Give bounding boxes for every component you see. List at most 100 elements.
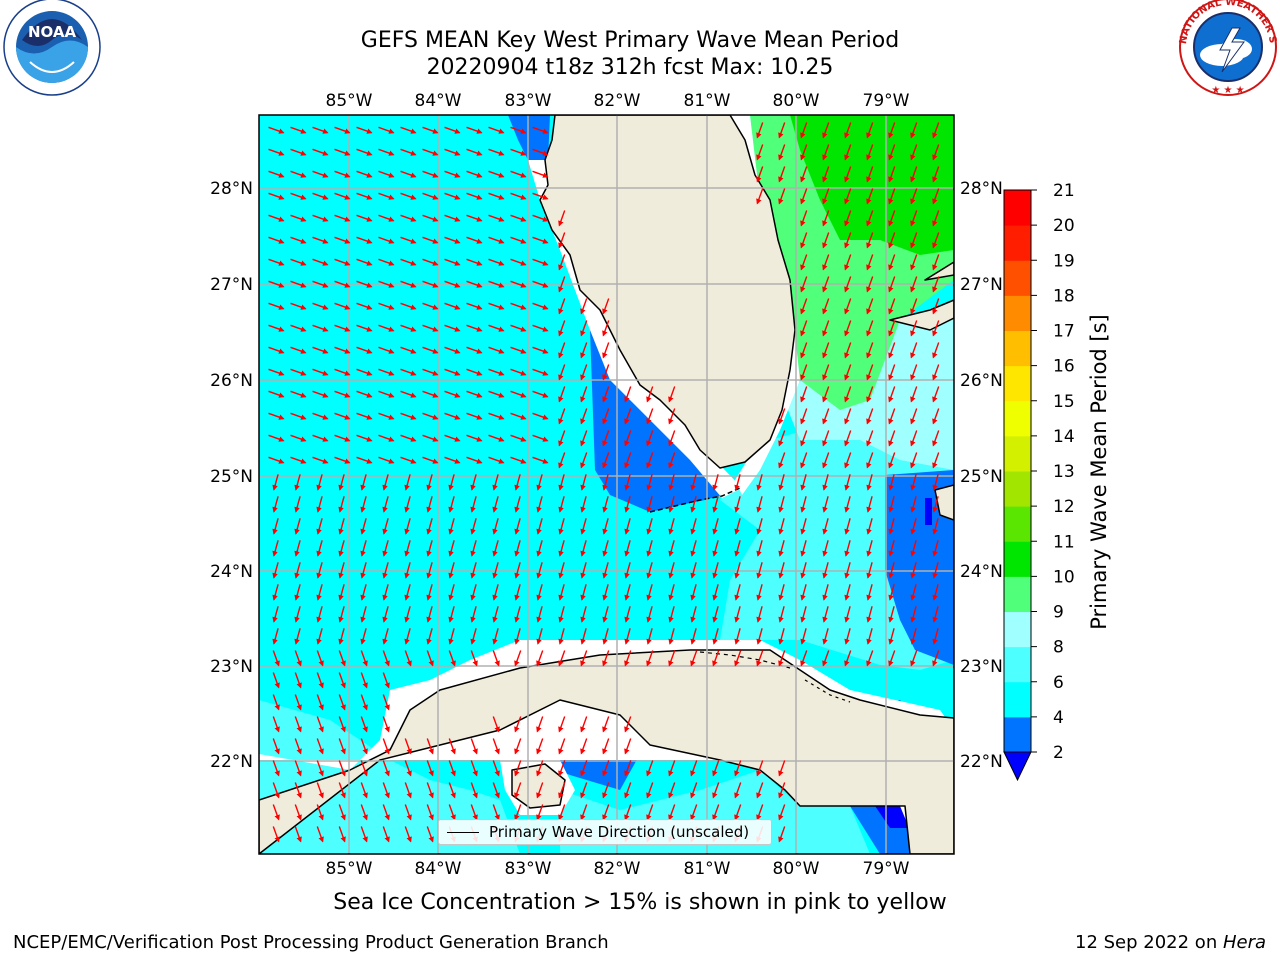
- wave-direction-arrow: [466, 214, 483, 222]
- colorbar-segment: [1004, 471, 1031, 507]
- wave-direction-arrow: [866, 628, 873, 645]
- wave-direction-arrow: [580, 584, 587, 601]
- wave-direction-arrow: [844, 496, 851, 513]
- wave-direction-arrow: [272, 562, 279, 579]
- wave-direction-arrow: [532, 368, 549, 376]
- wave-direction-arrow: [866, 188, 874, 205]
- wave-direction-arrow: [404, 606, 411, 623]
- wave-direction-arrow: [422, 170, 439, 178]
- wave-direction-arrow: [378, 126, 395, 134]
- wave-direction-arrow: [532, 302, 549, 310]
- wave-direction-arrow: [492, 650, 500, 667]
- wave-direction-arrow: [404, 540, 411, 557]
- colorbar-segment: [1004, 576, 1031, 612]
- wave-direction-arrow: [272, 782, 280, 799]
- wave-direction-arrow: [514, 804, 522, 821]
- wave-direction-arrow: [690, 782, 698, 799]
- lat-labels-right: 28°N 27°N 26°N 25°N 24°N 23°N 22°N: [960, 179, 1003, 772]
- wave-direction-arrow: [378, 148, 395, 156]
- wave-direction-arrow: [448, 760, 456, 777]
- wave-direction-arrow: [668, 496, 675, 513]
- wave-direction-arrow: [668, 518, 675, 535]
- colorbar-segment: [1004, 225, 1031, 261]
- wave-direction-arrow: [668, 408, 676, 425]
- wave-direction-arrow: [514, 562, 521, 579]
- wave-direction-arrow: [294, 650, 302, 667]
- wave-direction-arrow: [866, 518, 873, 535]
- wave-direction-arrow: [466, 412, 483, 420]
- wave-direction-arrow: [822, 584, 829, 601]
- wave-direction-arrow: [668, 584, 675, 601]
- wave-direction-arrow: [910, 342, 918, 359]
- wave-direction-arrow: [444, 412, 461, 420]
- wave-direction-arrow: [488, 456, 505, 464]
- chart-title: GEFS MEAN Key West Primary Wave Mean Per…: [360, 28, 900, 53]
- wave-direction-arrow: [404, 738, 412, 755]
- colorbar: 2 4 6 8 9 10 11 12 13 14 15 16 17 18 19 20 21: [1003, 181, 1075, 782]
- wave-direction-arrow: [510, 236, 527, 244]
- wave-direction-arrow: [466, 236, 483, 244]
- wave-direction-arrow: [756, 606, 763, 623]
- wave-direction-arrow: [400, 456, 417, 464]
- wave-direction-arrow: [822, 298, 830, 315]
- wave-direction-arrow: [602, 474, 609, 491]
- wave-direction-arrow: [492, 628, 499, 645]
- colorbar-tick-label: 19: [1053, 251, 1075, 271]
- wave-direction-arrow: [932, 144, 940, 161]
- wave-direction-arrow: [866, 540, 873, 557]
- wave-direction-arrow: [668, 804, 676, 821]
- wave-direction-arrow: [338, 738, 346, 755]
- wave-direction-arrow: [888, 342, 896, 359]
- wave-direction-arrow: [378, 214, 395, 222]
- wave-direction-arrow: [932, 496, 939, 513]
- wave-direction-arrow: [668, 606, 675, 623]
- wave-direction-arrow: [624, 430, 632, 447]
- wave-direction-arrow: [778, 760, 786, 777]
- wave-direction-arrow: [888, 144, 896, 161]
- wave-direction-arrow: [580, 760, 588, 777]
- wave-direction-arrow: [646, 408, 654, 425]
- wave-direction-arrow: [378, 346, 395, 354]
- wave-direction-arrow: [888, 276, 896, 293]
- wave-direction-arrow: [290, 192, 307, 200]
- wave-direction-arrow: [558, 254, 566, 271]
- wave-direction-arrow: [734, 760, 742, 777]
- wave-direction-arrow: [510, 324, 527, 332]
- wave-direction-arrow: [334, 280, 351, 288]
- wave-direction-arrow: [334, 368, 351, 376]
- wave-direction-arrow: [268, 214, 285, 222]
- wave-direction-arrow: [382, 628, 389, 645]
- lat-label-left: 25°N: [210, 467, 253, 487]
- wave-direction-arrow: [536, 716, 544, 733]
- wave-direction-arrow: [800, 254, 808, 271]
- wave-direction-arrow: [444, 214, 461, 222]
- wave-direction-arrow: [488, 346, 505, 354]
- wave-direction-arrow: [580, 804, 588, 821]
- wave-direction-arrow: [290, 148, 307, 156]
- wave-direction-arrow: [532, 236, 549, 244]
- wave-direction-arrow: [404, 496, 411, 513]
- wave-direction-arrow: [800, 562, 807, 579]
- wave-direction-arrow: [580, 540, 587, 557]
- wave-direction-arrow: [624, 716, 632, 733]
- wave-direction-arrow: [580, 628, 587, 645]
- nws-logo: NATIONAL WEATHER SERVICE ★ ★ ★: [0, 0, 1278, 96]
- wave-direction-arrow: [400, 148, 417, 156]
- wave-direction-arrow: [536, 628, 543, 645]
- legend-line-sample: [447, 832, 479, 833]
- wave-direction-arrow: [580, 320, 588, 337]
- wave-direction-arrow: [580, 716, 588, 733]
- wave-direction-arrow: [466, 302, 483, 310]
- wave-direction-arrow: [558, 650, 566, 667]
- wave-direction-arrow: [602, 452, 610, 469]
- wave-direction-arrow: [536, 562, 543, 579]
- wave-direction-arrow: [580, 562, 587, 579]
- wave-direction-arrow: [932, 650, 940, 667]
- wave-direction-arrow: [488, 170, 505, 178]
- nws-logo-text: NATIONAL WEATHER SERVICE: [0, 0, 1278, 45]
- wave-direction-arrow: [378, 390, 395, 398]
- colorbar-tick-label: 9: [1053, 603, 1064, 623]
- wave-direction-arrow: [558, 738, 566, 755]
- wave-direction-arrow: [514, 650, 522, 667]
- wave-direction-arrow: [422, 390, 439, 398]
